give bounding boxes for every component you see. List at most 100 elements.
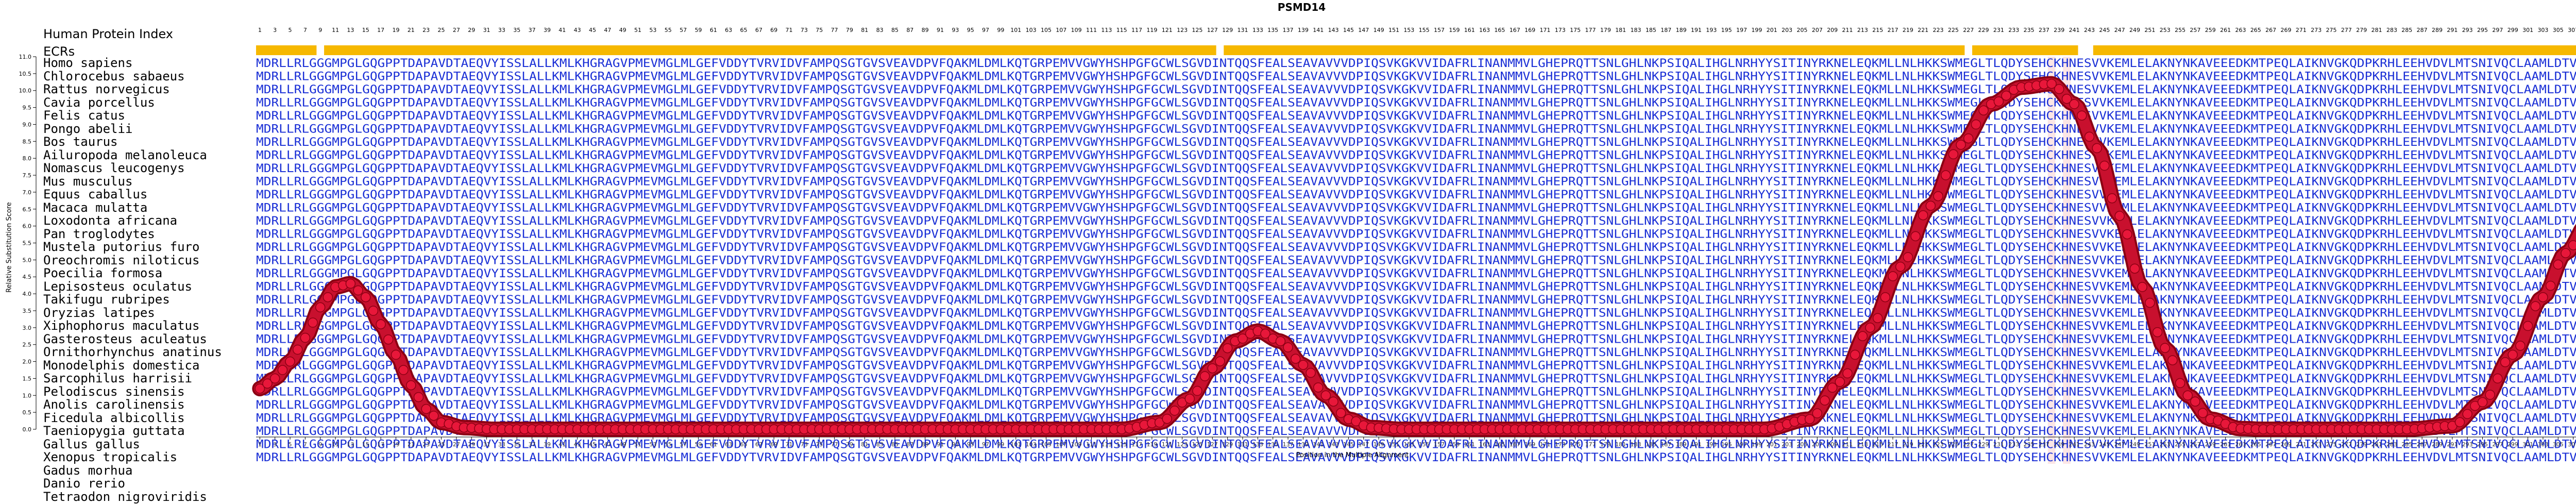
- species-label: Pelodiscus sinensis: [43, 384, 185, 399]
- x-tick-label: 169: [1524, 441, 1535, 448]
- y-tick-label: 0.0: [23, 426, 32, 433]
- curve-point: [368, 306, 379, 316]
- top-tick-label: 17: [377, 27, 384, 33]
- species-label: Cavia porcellus: [43, 95, 155, 110]
- top-tick-label: 55: [665, 27, 672, 33]
- x-tick-label: 97: [982, 441, 989, 448]
- curve-point: [2077, 110, 2087, 121]
- curve-point: [2485, 390, 2495, 400]
- x-tick-label: 183: [1631, 441, 1641, 448]
- top-tick-label: 71: [786, 27, 793, 33]
- curve-point: [2553, 259, 2564, 270]
- top-tick-label: 249: [2129, 27, 2140, 33]
- top-tick-label: 59: [694, 27, 702, 33]
- top-tick-label: 137: [1283, 27, 1294, 33]
- top-tick-label: 103: [1026, 27, 1037, 33]
- top-tick-label: 197: [1736, 27, 1747, 33]
- curve-point: [2568, 240, 2576, 250]
- sequence-row: MDRLLRLGGGMPGLGQGPPTDAPAVDTAEQVYISSLALLK…: [256, 267, 2576, 280]
- top-tick-label: 47: [604, 27, 611, 33]
- curve-point: [1306, 367, 1316, 378]
- curve-point: [269, 373, 280, 384]
- x-tick-label: 259: [2205, 441, 2216, 448]
- species-label: Gasterosteus aculeatus: [43, 331, 207, 346]
- x-tick-label: 233: [2008, 441, 2019, 448]
- curve-point: [2152, 327, 2163, 338]
- curve-point: [2092, 143, 2102, 154]
- top-tick-label: 79: [846, 27, 853, 33]
- y-tick-label: 10.5: [19, 71, 32, 77]
- y-tick-label: 5.0: [23, 257, 32, 263]
- sequence-row: MDRLLRLGGGMPGLGQGPPTDAPAVDTAEQVYISSLALLK…: [256, 346, 2576, 359]
- curve-point: [1812, 408, 1822, 418]
- curve-point: [1993, 96, 2004, 107]
- x-tick-label: 305: [2553, 441, 2564, 448]
- top-tick-label: 291: [2447, 27, 2458, 33]
- top-tick-label: 77: [831, 27, 838, 33]
- x-tick-label: 59: [694, 441, 702, 448]
- species-label: Xiphophorus maculatus: [43, 318, 200, 333]
- top-tick-label: 115: [1116, 27, 1127, 33]
- y-tick-label: 1.0: [23, 392, 32, 399]
- species-label: Xenopus tropicalis: [43, 450, 178, 464]
- x-axis-label: Position in the Multiple Alignment: [1296, 451, 1409, 459]
- x-tick-label: 279: [2356, 441, 2367, 448]
- top-tick-label: 23: [422, 27, 430, 33]
- sequence-rows: MDRLLRLGGGMPGLGQGPPTDAPAVDTAEQVYISSLALLK…: [256, 57, 2576, 464]
- y-tick-label: 8.5: [23, 138, 32, 145]
- top-tick-label: 229: [1978, 27, 1989, 33]
- top-tick-label: 125: [1192, 27, 1202, 33]
- curve-point: [2545, 280, 2556, 291]
- x-tick-label: 307: [2568, 441, 2576, 448]
- x-tick-label: 71: [786, 441, 793, 448]
- alignment-figure: MDRLLRLGGGMPGLGQGPPTDAPAVDTAEQVYISSLALLK…: [6, 1, 2576, 503]
- sequence-row: MDRLLRLGGGMPGLGQGPPTDAPAVDTAEQVYISSLALLK…: [256, 215, 2576, 228]
- x-tick-label: 63: [725, 441, 732, 448]
- species-label: Gadus morhua: [43, 463, 133, 478]
- top-tick-label: 61: [710, 27, 717, 33]
- top-tick-label: 89: [922, 27, 929, 33]
- sequence-row: MDRLLRLGGGMPGLGQGPPTDAPAVDTAEQVYISSLALLK…: [256, 320, 2576, 333]
- x-tick-label: 19: [392, 441, 399, 448]
- curve-point: [2137, 282, 2147, 292]
- sequence-row: MDRLLRLGGGMPGLGQGPPTDAPAVDTAEQVYISSLALLK…: [256, 333, 2576, 346]
- curve-point: [2197, 408, 2208, 418]
- x-tick-label: 51: [634, 441, 641, 448]
- ecr-bar: [324, 45, 1216, 55]
- species-label: Nomascus leucogenys: [43, 161, 185, 175]
- species-label: Sarcophilus harrisii: [43, 371, 192, 385]
- top-tick-label: 101: [1010, 27, 1021, 33]
- curve-point: [421, 404, 431, 414]
- curve-point: [406, 380, 416, 391]
- curve-point: [1903, 252, 1913, 262]
- ecr-bar: [256, 45, 317, 55]
- top-tick-label: 99: [997, 27, 1004, 33]
- curve-point: [2054, 84, 2064, 94]
- top-tick-label: 107: [1056, 27, 1066, 33]
- curve-point: [1963, 133, 1974, 144]
- x-tick-label: 193: [1706, 441, 1717, 448]
- y-tick-label: 9.0: [23, 121, 32, 128]
- curve-point: [1918, 210, 1928, 221]
- y-tick-label: 3.0: [23, 325, 32, 331]
- y-tick-label: 11.0: [19, 54, 32, 60]
- top-tick-label: 109: [1071, 27, 1082, 33]
- curve-point: [315, 302, 326, 313]
- top-tick-label: 27: [453, 27, 460, 33]
- x-tick-label: 55: [665, 441, 672, 448]
- x-tick-label: 137: [1283, 441, 1294, 448]
- x-tick-label: 143: [1328, 441, 1339, 448]
- curve-point: [1850, 349, 1860, 360]
- curve-point: [398, 365, 409, 375]
- top-tick-label: 73: [801, 27, 808, 33]
- x-tick-label: 121: [1162, 441, 1173, 448]
- x-tick-label: 113: [1101, 441, 1112, 448]
- sequence-row: MDRLLRLGGGMPGLGQGPPTDAPAVDTAEQVYISSLALLK…: [256, 176, 2576, 189]
- species-label: Takifugu rubripes: [43, 292, 170, 307]
- curve-point: [1351, 416, 1361, 427]
- x-tick-label: 253: [2160, 441, 2171, 448]
- x-tick-label: 69: [770, 441, 777, 448]
- curve-point: [1298, 360, 1309, 370]
- top-tick-label: 113: [1101, 27, 1112, 33]
- curve-point: [1162, 413, 1172, 424]
